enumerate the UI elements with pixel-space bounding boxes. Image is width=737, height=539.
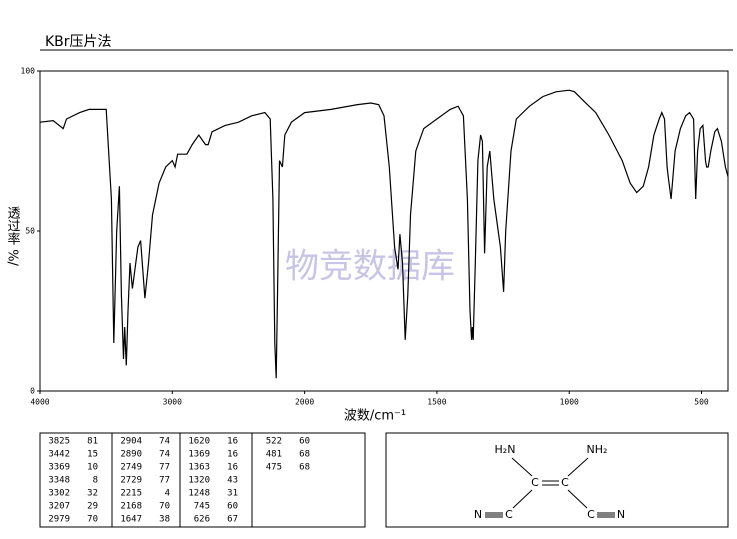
atom-label: N <box>617 508 625 521</box>
peak-wavenumber: 3369 <box>48 463 70 473</box>
peak-wavenumber: 1248 <box>188 489 210 499</box>
peak-transmittance: 29 <box>87 502 98 512</box>
atom-label: C <box>587 508 595 521</box>
peak-wavenumber: 2979 <box>48 515 70 525</box>
peak-wavenumber: 3302 <box>48 489 70 499</box>
peak-transmittance: 70 <box>87 515 98 525</box>
x-tick-label: 4000 <box>30 398 49 407</box>
peak-wavenumber: 626 <box>194 515 210 525</box>
peak-wavenumber: 2904 <box>120 437 142 447</box>
peak-transmittance: 74 <box>159 437 170 447</box>
peak-transmittance: 31 <box>227 489 238 499</box>
peak-transmittance: 43 <box>227 476 238 486</box>
peak-transmittance: 77 <box>159 463 170 473</box>
atom-label: C <box>505 508 513 521</box>
peak-wavenumber: 3348 <box>48 476 70 486</box>
peak-wavenumber: 1647 <box>120 515 142 525</box>
x-tick-label: 3000 <box>163 398 182 407</box>
peak-wavenumber: 1320 <box>188 476 210 486</box>
peak-transmittance: 77 <box>159 476 170 486</box>
x-tick-label: 2000 <box>295 398 314 407</box>
peak-transmittance: 70 <box>159 502 170 512</box>
y-axis-label: 透过率 %/ <box>5 206 21 266</box>
y-tick-label: 0 <box>30 387 35 396</box>
x-axis-label: 波数/cm⁻¹ <box>344 409 406 424</box>
atom-label: H₂N <box>495 443 516 456</box>
peak-transmittance: 68 <box>299 463 310 473</box>
peak-transmittance: 60 <box>227 502 238 512</box>
peak-transmittance: 15 <box>87 450 98 460</box>
peak-wavenumber: 1363 <box>188 463 210 473</box>
peak-transmittance: 74 <box>159 450 170 460</box>
peak-wavenumber: 522 <box>266 437 282 447</box>
y-tick-label: 50 <box>25 227 35 236</box>
peak-wavenumber: 3825 <box>48 437 70 447</box>
peak-transmittance: 16 <box>227 450 238 460</box>
peak-transmittance: 67 <box>227 515 238 525</box>
peak-wavenumber: 475 <box>266 463 282 473</box>
x-tick-label: 500 <box>694 398 709 407</box>
peak-transmittance: 38 <box>159 515 170 525</box>
peak-wavenumber: 3207 <box>48 502 70 512</box>
peak-wavenumber: 2168 <box>120 502 142 512</box>
structure-frame <box>385 432 729 528</box>
peak-wavenumber: 1620 <box>188 437 210 447</box>
peak-transmittance: 10 <box>87 463 98 473</box>
x-tick-label: 1000 <box>560 398 579 407</box>
peak-wavenumber: 1369 <box>188 450 210 460</box>
peak-transmittance: 68 <box>299 450 310 460</box>
y-tick-label: 100 <box>21 67 36 76</box>
peak-transmittance: 81 <box>87 437 98 447</box>
peak-wavenumber: 2749 <box>120 463 142 473</box>
peak-transmittance: 16 <box>227 437 238 447</box>
atom-label: C <box>531 476 539 489</box>
peak-transmittance: 16 <box>227 463 238 473</box>
header: KBr压片法 <box>45 34 112 50</box>
structure-bonds <box>485 457 615 518</box>
peak-transmittance: 60 <box>299 437 310 447</box>
atom-label: N <box>474 508 482 521</box>
watermark: 物竞数据库 <box>285 247 455 287</box>
peak-transmittance: 8 <box>93 476 98 486</box>
spectrum-line <box>39 89 729 379</box>
peak-wavenumber: 2215 <box>120 489 142 499</box>
atom-label: NH₂ <box>587 443 608 456</box>
peak-wavenumber: 481 <box>266 450 282 460</box>
peak-transmittance: 4 <box>165 489 170 499</box>
peak-wavenumber: 2890 <box>120 450 142 460</box>
peak-wavenumber: 3442 <box>48 450 70 460</box>
peak-wavenumber: 2729 <box>120 476 142 486</box>
x-tick-label: 1500 <box>427 398 446 407</box>
atom-label: C <box>561 476 569 489</box>
peak-transmittance: 32 <box>87 489 98 499</box>
peak-table-frame <box>39 432 366 528</box>
peak-wavenumber: 745 <box>194 502 210 512</box>
